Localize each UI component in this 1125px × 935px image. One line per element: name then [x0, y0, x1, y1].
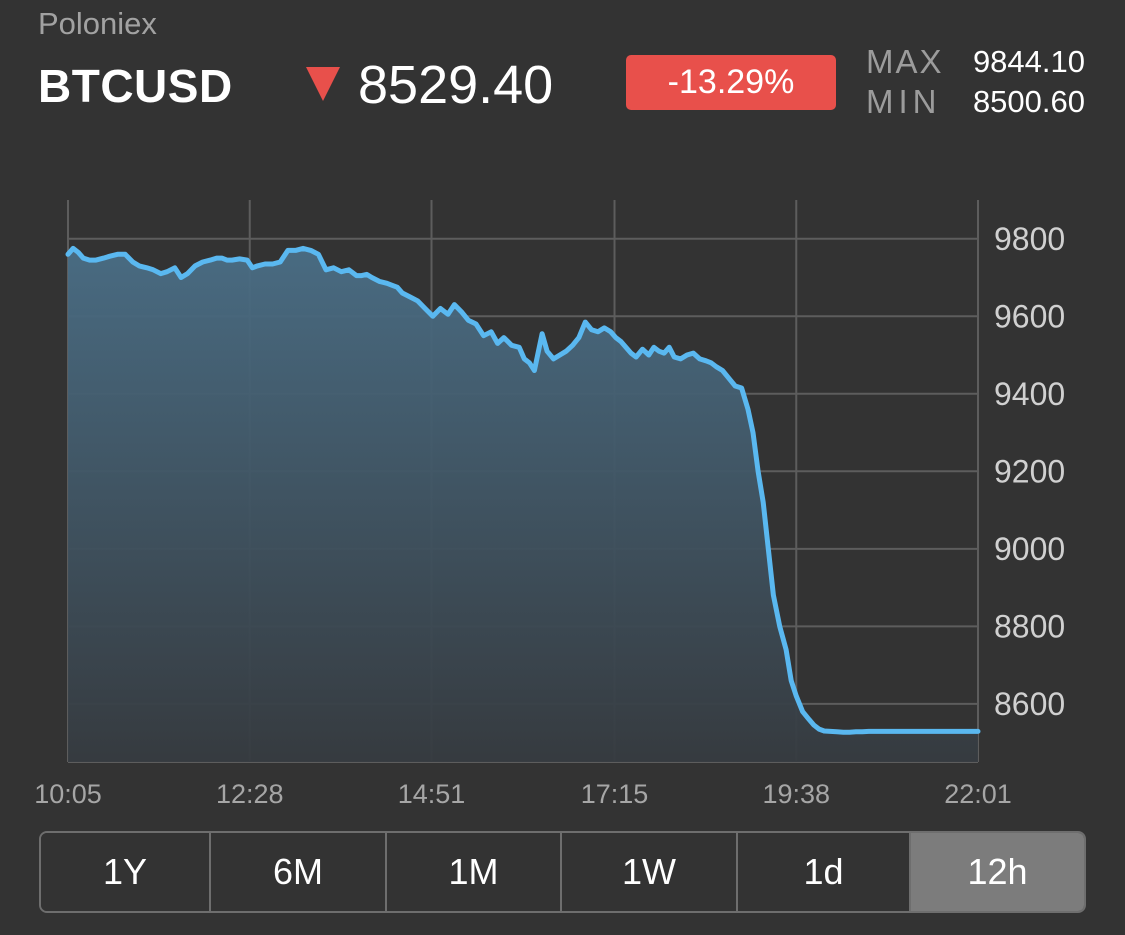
ticker-symbol: BTCUSD [38, 60, 233, 112]
range-option-1w[interactable]: 1W [562, 833, 738, 911]
time-range-selector: 1Y 6M 1M 1W 1d 12h [39, 831, 1086, 913]
y-tick-label: 9400 [994, 376, 1065, 412]
y-tick-label: 9800 [994, 221, 1065, 257]
price-chart[interactable]: 9800 9600 9400 9200 9000 8800 8600 10:05 12:28 14… [0, 0, 1125, 820]
chart-axes: 9800 9600 9400 9200 9000 8800 8600 10:05 12:28 14… [34, 221, 1065, 809]
min-value: 8500.60 [972, 84, 1085, 119]
triangle-down-icon [306, 67, 340, 101]
y-tick-label: 9600 [994, 298, 1065, 334]
range-option-1d[interactable]: 1d [738, 833, 911, 911]
change-percent-badge[interactable]: -13.29% [626, 55, 836, 110]
range-option-12h[interactable]: 12h [911, 833, 1084, 911]
y-tick-label: 9000 [994, 531, 1065, 567]
x-tick-label: 10:05 [34, 779, 102, 809]
x-tick-label: 22:01 [944, 779, 1012, 809]
y-tick-label: 9200 [994, 453, 1065, 489]
current-price: 8529.40 [358, 55, 554, 115]
chart-area [65, 245, 981, 762]
x-tick-label: 12:28 [216, 779, 284, 809]
range-option-1m[interactable]: 1M [387, 833, 562, 911]
max-value: 9844.10 [972, 44, 1085, 79]
x-tick-label: 14:51 [398, 779, 466, 809]
price-area-fill [68, 248, 978, 762]
y-tick-label: 8800 [994, 608, 1065, 644]
min-label: MIN [866, 83, 942, 120]
y-tick-label: 8600 [994, 686, 1065, 722]
exchange-name: Poloniex [38, 6, 157, 41]
range-option-6m[interactable]: 6M [211, 833, 387, 911]
price-line [65, 245, 981, 735]
x-tick-label: 19:38 [762, 779, 830, 809]
range-option-1y[interactable]: 1Y [41, 833, 211, 911]
x-tick-label: 17:15 [581, 779, 649, 809]
max-label: MAX [866, 43, 944, 80]
